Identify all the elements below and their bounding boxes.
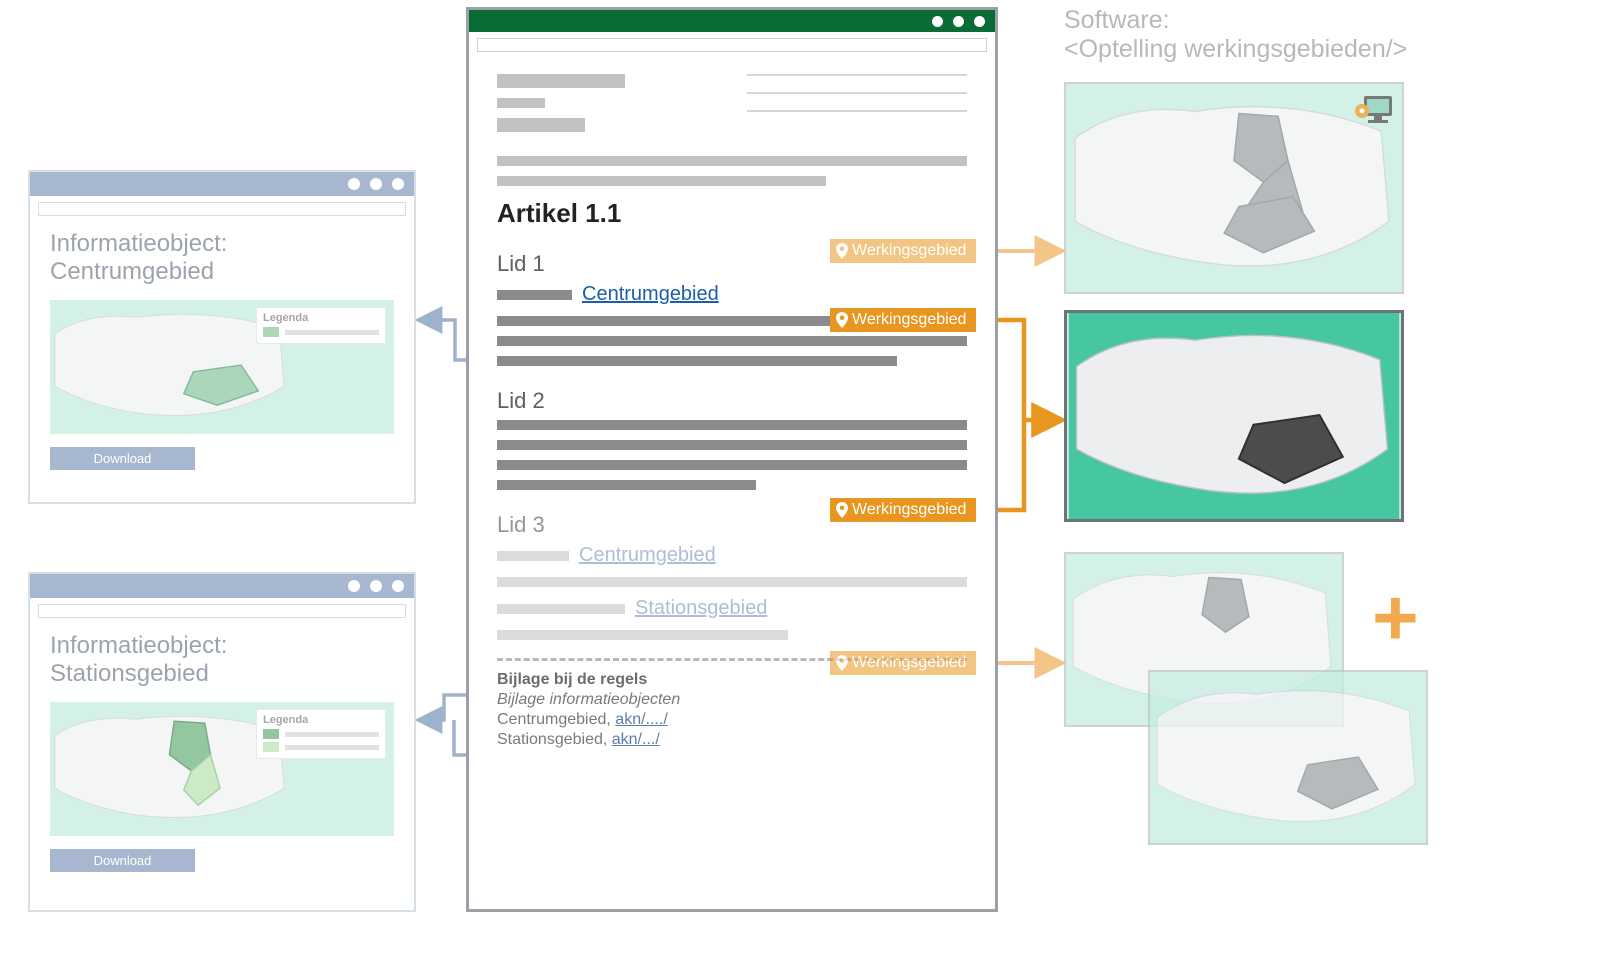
link-centrumgebied[interactable]: Centrumgebied (582, 283, 719, 306)
address-bar (477, 38, 987, 52)
lid-2: Lid 2 (497, 388, 967, 490)
badge-werkingsgebied-lid2: Werkingsgebied (830, 498, 976, 522)
appendix-subtitle: Bijlage informatieobjecten (497, 691, 967, 709)
panel-title-line1: Informatieobject: (30, 618, 414, 660)
badge-werkingsgebied-lid1: Werkingsgebied (830, 308, 976, 332)
plus-icon: + (1372, 578, 1419, 658)
titlebar (30, 172, 414, 196)
address-bar (38, 604, 406, 618)
badge-werkingsgebied-artikel: Werkingsgebied (830, 239, 976, 263)
info-panel-station: Informatieobject: Stationsgebied Legenda… (28, 572, 416, 912)
document-window: Artikel 1.1 Lid 1 Centrumgebied Lid 2 Li… (466, 7, 998, 912)
settings-computer-icon (1350, 92, 1394, 133)
pin-icon (836, 312, 848, 328)
badge-werkingsgebied-lid3: Werkingsgebied (830, 651, 976, 675)
titlebar (469, 10, 995, 32)
pin-icon (836, 655, 848, 671)
legend: Legenda (256, 307, 386, 344)
mini-map: Legenda (50, 699, 394, 839)
link-centrumgebied-dim[interactable]: Centrumgebied (579, 544, 716, 567)
panel-title-line1: Informatieobject: (30, 216, 414, 258)
appendix-line-2: Stationsgebied, akn/.../ (497, 731, 967, 749)
address-bar (38, 202, 406, 216)
article-title: Artikel 1.1 (497, 198, 967, 229)
legend: Legenda (256, 709, 386, 759)
mini-map: Legenda (50, 297, 394, 437)
pin-icon (836, 502, 848, 518)
akn-link[interactable]: akn/.../ (612, 731, 660, 748)
map-active (1064, 310, 1404, 522)
panel-title-line2: Centrumgebied (30, 258, 414, 286)
software-title: Software: <Optelling werkingsgebieden/> (1064, 6, 1407, 64)
appendix-line-1: Centrumgebied, akn/..../ (497, 711, 967, 729)
lid-title: Lid 2 (497, 388, 967, 414)
download-button[interactable]: Download (50, 447, 195, 470)
akn-link[interactable]: akn/..../ (615, 711, 667, 728)
pin-icon (836, 243, 848, 259)
titlebar (30, 574, 414, 598)
map-small-centrum (1148, 670, 1428, 845)
info-panel-centrum: Informatieobject: Centrumgebied Legenda … (28, 170, 416, 504)
map-optelling (1064, 82, 1404, 294)
lid-3: Lid 3 Centrumgebied Stationsgebied (497, 512, 967, 640)
panel-title-line2: Stationsgebied (30, 660, 414, 688)
link-stationsgebied-dim[interactable]: Stationsgebied (635, 597, 767, 620)
download-button[interactable]: Download (50, 849, 195, 872)
